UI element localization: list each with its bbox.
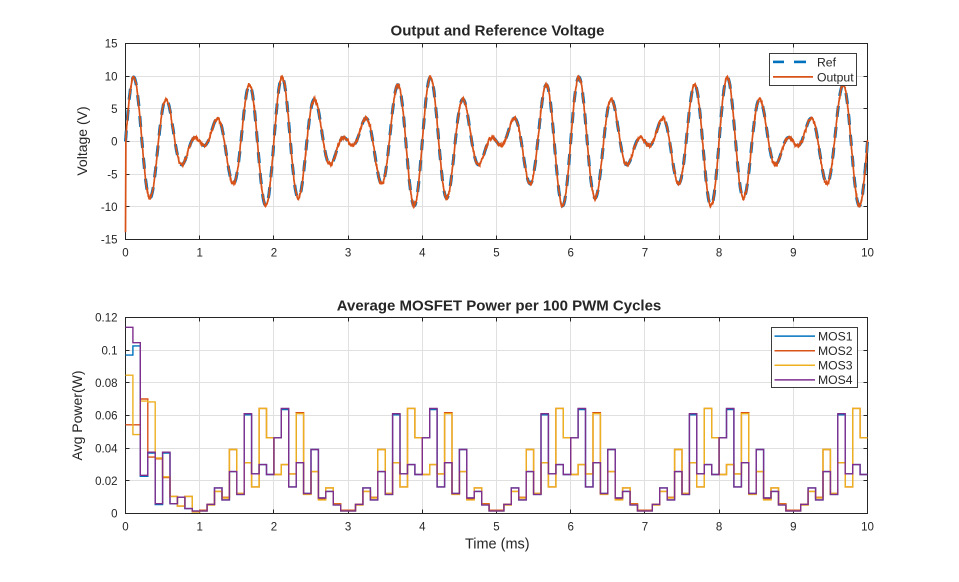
svg-text:0: 0 — [111, 509, 117, 521]
svg-text:-15: -15 — [101, 235, 118, 247]
svg-text:9: 9 — [790, 521, 796, 533]
svg-text:7: 7 — [642, 247, 648, 259]
svg-text:5: 5 — [111, 104, 117, 116]
svg-text:0: 0 — [122, 247, 128, 259]
svg-text:Avg Power(W): Avg Power(W) — [69, 371, 85, 461]
svg-text:4: 4 — [419, 247, 426, 259]
svg-text:0.08: 0.08 — [95, 378, 117, 390]
svg-text:1: 1 — [196, 247, 202, 259]
svg-text:MOS2: MOS2 — [818, 344, 853, 358]
svg-text:10: 10 — [105, 71, 118, 83]
svg-text:8: 8 — [716, 247, 722, 259]
svg-text:-5: -5 — [107, 169, 117, 181]
svg-text:5: 5 — [493, 247, 499, 259]
svg-text:10: 10 — [861, 247, 874, 259]
svg-text:4: 4 — [419, 521, 426, 533]
svg-text:MOS3: MOS3 — [818, 359, 853, 373]
svg-text:0.04: 0.04 — [95, 443, 118, 455]
svg-text:0.1: 0.1 — [102, 345, 118, 357]
svg-text:0: 0 — [111, 137, 117, 149]
svg-text:6: 6 — [567, 247, 573, 259]
svg-text:Voltage (V): Voltage (V) — [74, 106, 90, 175]
svg-text:9: 9 — [790, 247, 796, 259]
svg-text:6: 6 — [567, 521, 573, 533]
svg-text:1: 1 — [196, 521, 202, 533]
svg-text:10: 10 — [861, 521, 874, 533]
svg-text:5: 5 — [493, 521, 499, 533]
svg-text:Output and Reference Voltage: Output and Reference Voltage — [391, 23, 605, 40]
svg-text:MOS1: MOS1 — [818, 329, 853, 343]
svg-text:15: 15 — [105, 39, 118, 51]
svg-text:Output: Output — [817, 70, 854, 84]
svg-text:0.12: 0.12 — [95, 313, 117, 325]
svg-text:Time (ms): Time (ms) — [465, 536, 530, 552]
svg-text:3: 3 — [345, 521, 351, 533]
svg-text:3: 3 — [345, 247, 351, 259]
svg-text:0.06: 0.06 — [95, 411, 117, 423]
svg-text:0.02: 0.02 — [95, 476, 117, 488]
svg-text:7: 7 — [642, 521, 648, 533]
svg-text:0: 0 — [122, 521, 128, 533]
svg-text:-10: -10 — [101, 202, 118, 214]
svg-text:MOS4: MOS4 — [818, 373, 853, 387]
svg-text:2: 2 — [271, 521, 277, 533]
svg-text:2: 2 — [271, 247, 277, 259]
svg-text:8: 8 — [716, 521, 722, 533]
svg-text:Ref: Ref — [817, 55, 837, 69]
svg-text:Average MOSFET Power per 100 P: Average MOSFET Power per 100 PWM Cycles — [337, 298, 662, 315]
